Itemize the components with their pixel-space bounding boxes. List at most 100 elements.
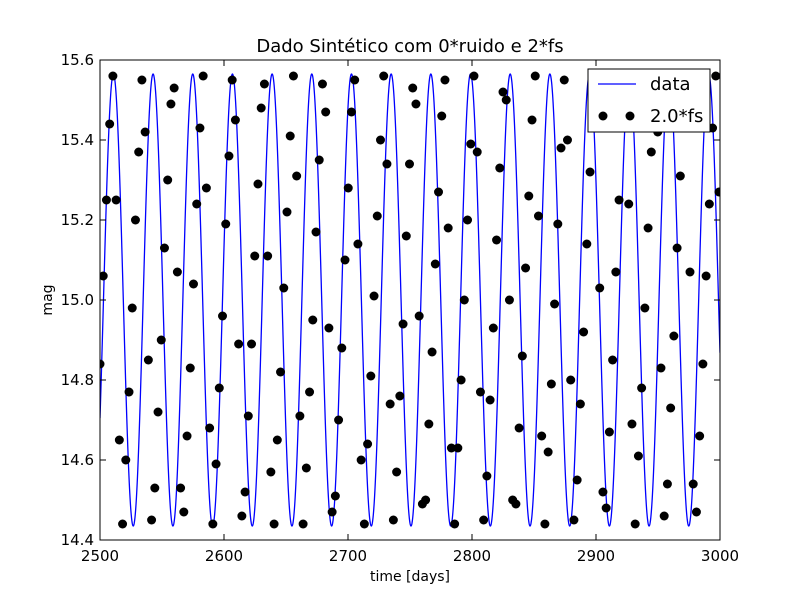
data-point [256, 103, 266, 113]
data-point [276, 367, 286, 377]
data-point [514, 423, 524, 433]
data-point [298, 519, 308, 529]
data-point [411, 99, 421, 109]
y-tick-label: 14.4 [61, 531, 94, 549]
data-point [118, 519, 128, 529]
data-point [543, 447, 553, 457]
data-point [127, 303, 137, 313]
data-point [250, 251, 260, 261]
data-point [553, 219, 563, 229]
data-point [385, 399, 395, 409]
data-point [440, 75, 450, 85]
data-point [498, 87, 508, 97]
data-point [479, 515, 489, 525]
data-point [463, 215, 473, 225]
legend-frame [587, 68, 711, 133]
x-tick-label: 2900 [577, 547, 615, 565]
data-point [330, 491, 340, 501]
data-point [456, 375, 466, 385]
data-point [598, 487, 608, 497]
data-point [105, 119, 115, 129]
data-point [504, 295, 514, 305]
data-point [288, 71, 298, 81]
data-point [334, 415, 344, 425]
data-point [466, 139, 476, 149]
data-point [691, 507, 701, 517]
data-point [179, 507, 189, 517]
data-point [272, 435, 282, 445]
data-point [640, 303, 650, 313]
data-point [169, 83, 179, 93]
data-point [575, 399, 585, 409]
data-point [511, 499, 521, 509]
data-point [675, 171, 685, 181]
data-point [214, 383, 224, 393]
x-axis-label: time [days] [370, 569, 450, 585]
data-point [501, 95, 511, 105]
data-point [182, 431, 192, 441]
data-point [601, 503, 611, 513]
data-point [533, 211, 543, 221]
data-point [714, 187, 720, 197]
x-tick-label: 2500 [81, 547, 119, 565]
data-point [150, 483, 160, 493]
legend-entry-markers: 2.0*fs [650, 106, 703, 127]
data-point [530, 71, 540, 81]
data-point [446, 443, 456, 453]
data-point [346, 107, 356, 117]
legend: data 2.0*fs [587, 68, 711, 133]
data-point [192, 199, 202, 209]
y-axis-label: mag [40, 284, 56, 315]
data-point [234, 339, 244, 349]
data-point [114, 435, 124, 445]
data-point [646, 147, 656, 157]
data-point [311, 227, 321, 237]
data-point [698, 359, 708, 369]
data-point [269, 519, 279, 529]
x-tick-label: 2600 [205, 547, 243, 565]
data-point [556, 143, 566, 153]
data-point [134, 147, 144, 157]
y-tick-label: 15.6 [61, 51, 94, 69]
data-point [469, 71, 479, 81]
data-point [379, 71, 389, 81]
data-point [195, 123, 205, 133]
data-point [414, 311, 424, 321]
data-point [662, 479, 672, 489]
axis-ticks: 2500 2600 2700 2800 2900 3000 14.4 14.6 14.8 15.0… [61, 51, 740, 565]
data-point [317, 79, 327, 89]
data-point [350, 75, 360, 85]
data-point [495, 163, 505, 173]
data-point [453, 443, 463, 453]
data-point [666, 403, 676, 413]
data-point [243, 411, 253, 421]
data-point [237, 511, 247, 521]
data-point [485, 395, 495, 405]
data-point [524, 191, 534, 201]
data-point [585, 167, 595, 177]
data-point [492, 235, 502, 245]
data-point [637, 383, 647, 393]
data-point [633, 451, 643, 461]
data-point [372, 211, 382, 221]
data-point [669, 331, 679, 341]
data-point [472, 147, 482, 157]
data-point [582, 239, 592, 249]
data-point [559, 75, 569, 85]
data-point [295, 411, 305, 421]
data-point [527, 115, 537, 125]
data-point [253, 179, 263, 189]
data-point [537, 431, 547, 441]
data-point [443, 223, 453, 233]
data-point [659, 511, 669, 521]
data-point [147, 515, 157, 525]
data-point [459, 295, 469, 305]
data-point [108, 71, 118, 81]
data-point [546, 379, 556, 389]
data-point [427, 347, 437, 357]
legend-marker-swatch [625, 111, 635, 121]
data-point [375, 135, 385, 145]
data-point [282, 207, 292, 217]
y-tick-label: 15.2 [61, 211, 94, 229]
